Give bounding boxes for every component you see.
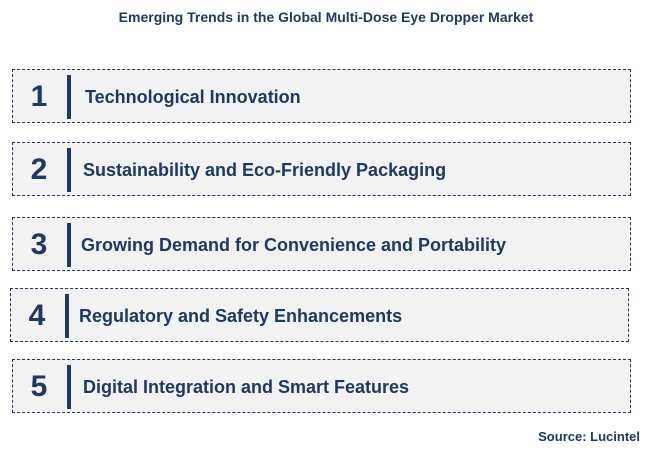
source-credit: Source: Lucintel bbox=[538, 429, 640, 444]
trend-label: Growing Demand for Convenience and Porta… bbox=[81, 235, 507, 255]
divider-bar bbox=[67, 148, 71, 192]
divider-bar bbox=[67, 75, 71, 119]
trend-item-4: 4 Regulatory and Safety Enhancements bbox=[10, 288, 629, 342]
trend-number: 3 bbox=[30, 228, 48, 261]
trend-number: 1 bbox=[30, 80, 48, 113]
trend-item-1: 1 Technological Innovation bbox=[12, 69, 631, 123]
trend-label: Sustainability and Eco-Friendly Packagin… bbox=[83, 160, 447, 180]
page-title: Emerging Trends in the Global Multi-Dose… bbox=[118, 9, 534, 25]
trend-item-5: 5 Digital Integration and Smart Features bbox=[12, 359, 631, 413]
trend-label: Regulatory and Safety Enhancements bbox=[79, 306, 403, 326]
trend-label: Digital Integration and Smart Features bbox=[83, 377, 410, 397]
divider-bar bbox=[67, 365, 71, 409]
divider-bar bbox=[65, 294, 69, 338]
trend-number: 4 bbox=[28, 299, 46, 332]
trend-number: 2 bbox=[30, 153, 48, 186]
trend-item-3: 3 Growing Demand for Convenience and Por… bbox=[12, 217, 631, 271]
trend-label: Technological Innovation bbox=[85, 87, 301, 107]
divider-bar bbox=[67, 223, 71, 267]
trend-item-2: 2 Sustainability and Eco-Friendly Packag… bbox=[12, 142, 631, 196]
trend-number: 5 bbox=[30, 370, 48, 403]
